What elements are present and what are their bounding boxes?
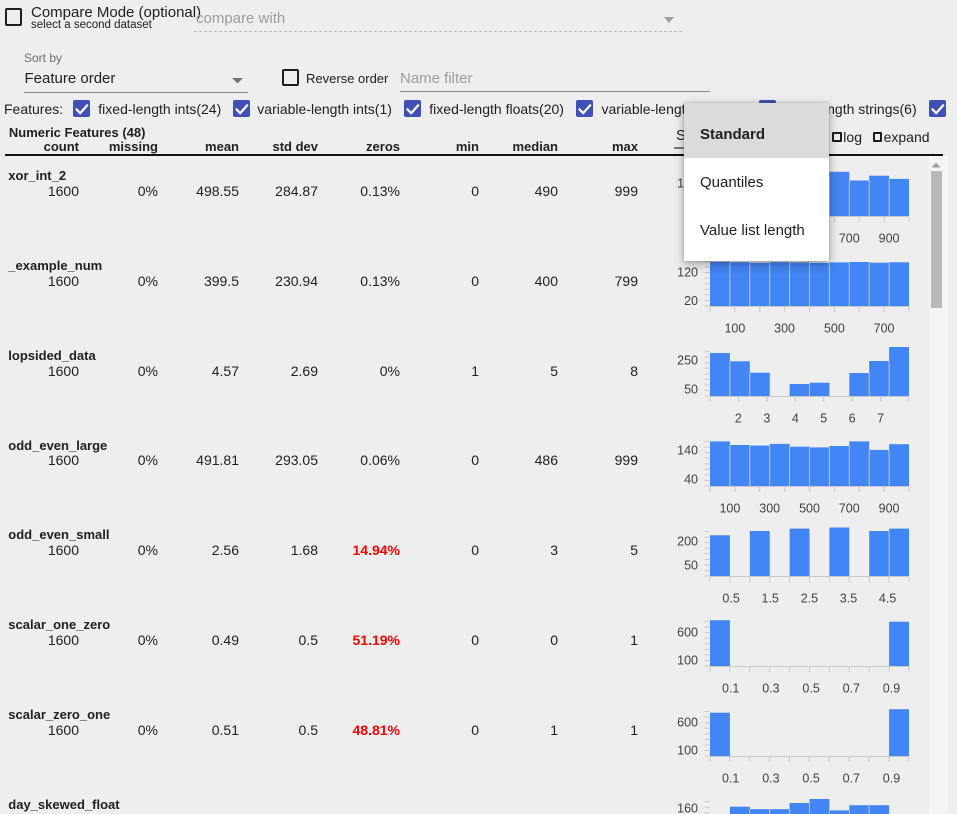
svg-text:600: 600 (677, 625, 698, 639)
svg-text:0.7: 0.7 (843, 772, 860, 786)
svg-text:300: 300 (759, 502, 780, 516)
svg-text:100: 100 (719, 502, 740, 516)
svg-text:140: 140 (677, 443, 698, 457)
svg-text:40: 40 (684, 472, 698, 486)
svg-text:900: 900 (879, 502, 900, 516)
svg-text:6: 6 (849, 412, 856, 426)
svg-text:0.1: 0.1 (722, 682, 739, 696)
svg-text:1.5: 1.5 (762, 592, 779, 606)
svg-text:700: 700 (874, 322, 895, 336)
svg-text:700: 700 (839, 232, 860, 246)
svg-text:7: 7 (877, 412, 884, 426)
svg-text:900: 900 (879, 232, 900, 246)
svg-text:300: 300 (774, 322, 795, 336)
svg-text:3.5: 3.5 (840, 592, 857, 606)
svg-text:50: 50 (684, 382, 698, 396)
svg-text:160: 160 (677, 802, 698, 814)
svg-text:20: 20 (684, 294, 698, 308)
svg-text:0.5: 0.5 (802, 772, 819, 786)
svg-text:200: 200 (677, 534, 698, 548)
svg-text:0.3: 0.3 (762, 772, 779, 786)
svg-text:100: 100 (677, 743, 698, 757)
svg-text:500: 500 (799, 502, 820, 516)
svg-text:4: 4 (792, 412, 799, 426)
svg-text:2: 2 (735, 412, 742, 426)
svg-text:100: 100 (677, 653, 698, 667)
svg-text:500: 500 (824, 322, 845, 336)
svg-text:50: 50 (684, 558, 698, 572)
svg-text:4.5: 4.5 (879, 592, 896, 606)
svg-text:0.9: 0.9 (883, 772, 900, 786)
svg-text:0.5: 0.5 (722, 592, 739, 606)
svg-text:3: 3 (763, 412, 770, 426)
svg-text:0.1: 0.1 (722, 772, 739, 786)
svg-text:2.5: 2.5 (801, 592, 818, 606)
svg-text:120: 120 (677, 265, 698, 279)
svg-text:0.3: 0.3 (762, 682, 779, 696)
svg-text:250: 250 (677, 353, 698, 367)
svg-text:100: 100 (724, 322, 745, 336)
svg-text:600: 600 (677, 715, 698, 729)
svg-text:5: 5 (820, 412, 827, 426)
svg-text:0.7: 0.7 (843, 682, 860, 696)
svg-text:700: 700 (839, 502, 860, 516)
svg-text:0.9: 0.9 (883, 682, 900, 696)
svg-text:0.5: 0.5 (802, 682, 819, 696)
